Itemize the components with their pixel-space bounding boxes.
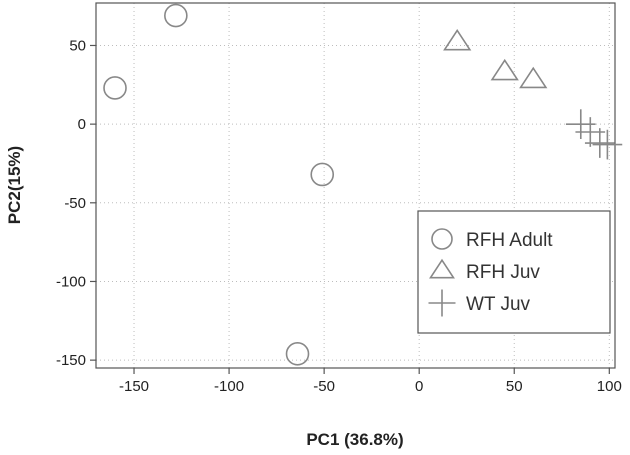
legend-label-rfh-adult: RFH Adult [466, 230, 553, 251]
x-tick-label: -50 [313, 378, 335, 395]
point-wt-juv [565, 109, 596, 139]
point-wt-juv [584, 128, 615, 158]
point-rfh-adult [310, 162, 335, 187]
point-rfh-adult [285, 342, 310, 366]
point-rfh-adult [103, 76, 127, 100]
point-rfh-juv [490, 58, 519, 81]
point-rfh-juv [519, 66, 548, 89]
point-rfh-juv [443, 28, 472, 51]
legend: RFH Adult RFH Juv WT Juv [417, 210, 611, 334]
legend-marker-rfh-adult [431, 228, 453, 250]
x-axis: -150 -100 -50 0 50 100 [119, 368, 622, 395]
y-axis: -150 -100 -50 0 50 [56, 37, 96, 369]
y-tick-label: -100 [56, 273, 86, 290]
legend-label-rfh-juv: RFH Juv [466, 262, 540, 283]
x-tick-label: -150 [119, 378, 149, 395]
y-axis-title: PC2(15%) [5, 146, 24, 224]
x-tick-label: 100 [597, 378, 622, 395]
legend-label-wt-juv: WT Juv [466, 294, 531, 315]
y-tick-label: -50 [64, 195, 86, 212]
y-tick-label: 50 [69, 37, 86, 54]
legend-marker-wt-juv [428, 289, 456, 317]
x-tick-label: -100 [214, 378, 244, 395]
point-rfh-adult [164, 3, 188, 28]
y-tick-label: 0 [78, 116, 86, 133]
x-tick-label: 50 [506, 378, 523, 395]
point-wt-juv [592, 129, 623, 160]
y-tick-label: -150 [56, 352, 86, 369]
data-points [103, 3, 623, 366]
legend-marker-rfh-juv [429, 258, 455, 279]
x-tick-label: 0 [415, 378, 423, 395]
x-axis-title: PC1 (36.8%) [306, 430, 403, 449]
plot-frame [95, 2, 616, 369]
